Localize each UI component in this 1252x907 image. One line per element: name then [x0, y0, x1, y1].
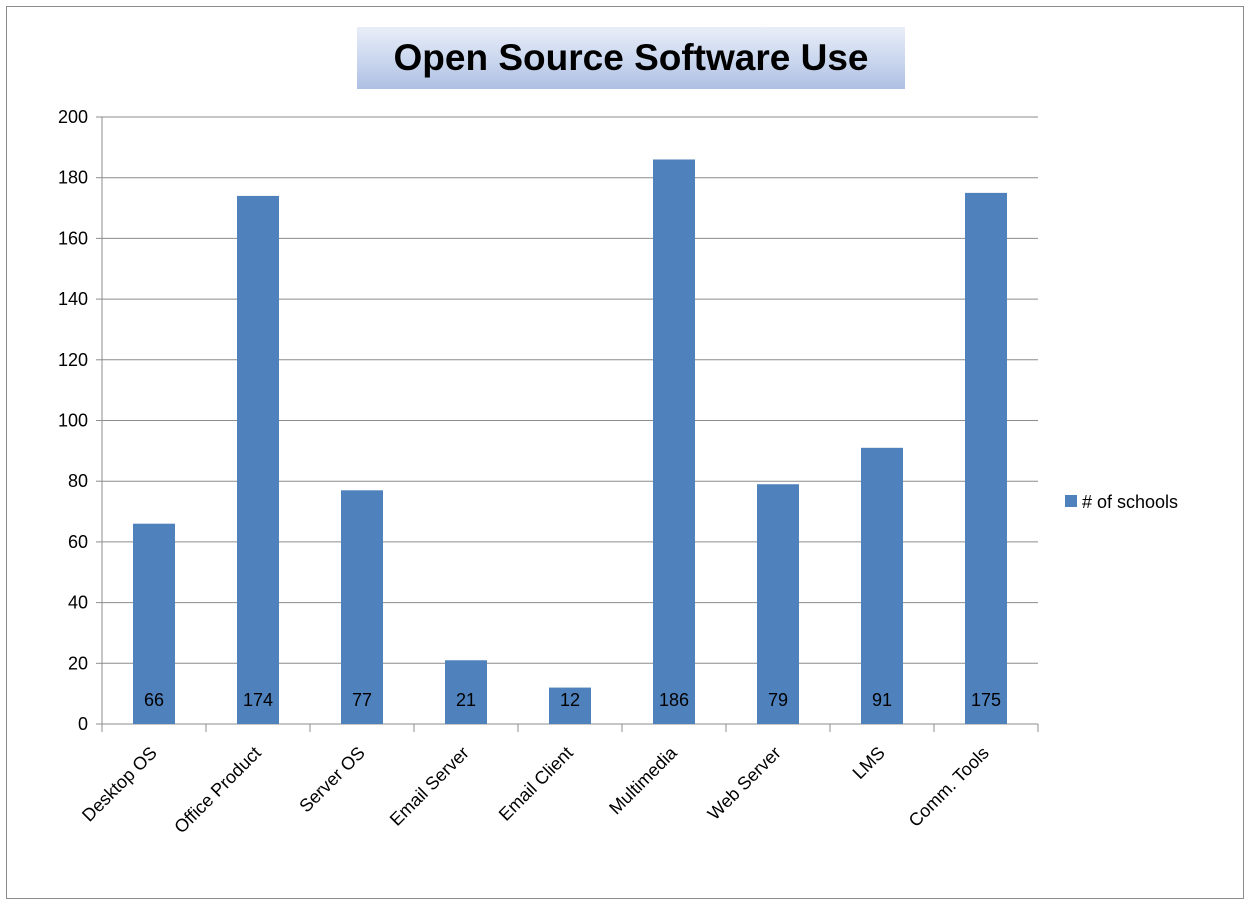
bar: [341, 490, 383, 724]
x-tick-label: Office Product: [170, 743, 265, 838]
legend-label: # of schools: [1082, 492, 1178, 512]
y-tick-label: 0: [78, 714, 88, 734]
data-label: 174: [243, 690, 273, 710]
bar: [133, 523, 175, 724]
data-label: 186: [659, 690, 689, 710]
data-label: 175: [971, 690, 1001, 710]
bars: [133, 159, 1007, 725]
data-labels: 66 174 77 21 12 186 79 91 175: [144, 690, 1001, 710]
y-tick-label: 80: [68, 471, 88, 491]
bar: [861, 447, 903, 724]
y-tick-label: 20: [68, 653, 88, 673]
bar: [549, 687, 591, 724]
data-label: 12: [560, 690, 580, 710]
data-label: 79: [768, 690, 788, 710]
data-label: 77: [352, 690, 372, 710]
y-tick-label: 100: [58, 411, 88, 431]
bar: [965, 192, 1007, 724]
chart-title-box: Open Source Software Use: [357, 27, 905, 89]
x-tick-label: Web Server: [704, 743, 785, 824]
y-tick-label: 140: [58, 289, 88, 309]
y-tick-label: 120: [58, 350, 88, 370]
x-tick-label: Multimedia: [605, 742, 681, 818]
data-label: 21: [456, 690, 476, 710]
bar: [445, 660, 487, 724]
legend: # of schools: [1065, 492, 1178, 512]
x-tick-label: LMS: [849, 743, 889, 783]
y-tick-label: 60: [68, 532, 88, 552]
y-tick-label: 180: [58, 168, 88, 188]
data-label: 66: [144, 690, 164, 710]
bar: [653, 159, 695, 725]
bar: [237, 195, 279, 724]
x-tick-label: Email Client: [495, 743, 577, 825]
x-tick-label: Email Server: [386, 743, 473, 830]
x-tick-label: Desktop OS: [78, 743, 161, 826]
y-tick-label: 200: [58, 107, 88, 127]
x-tick-label: Server OS: [295, 743, 369, 817]
legend-swatch: [1065, 495, 1077, 507]
data-label: 91: [872, 690, 892, 710]
chart-title: Open Source Software Use: [393, 37, 869, 78]
chart-frame: [6, 6, 1244, 899]
bar: [757, 484, 799, 724]
x-tick-label: Comm. Tools: [905, 743, 993, 831]
y-tick-label: 160: [58, 228, 88, 248]
y-tick-label: 40: [68, 593, 88, 613]
